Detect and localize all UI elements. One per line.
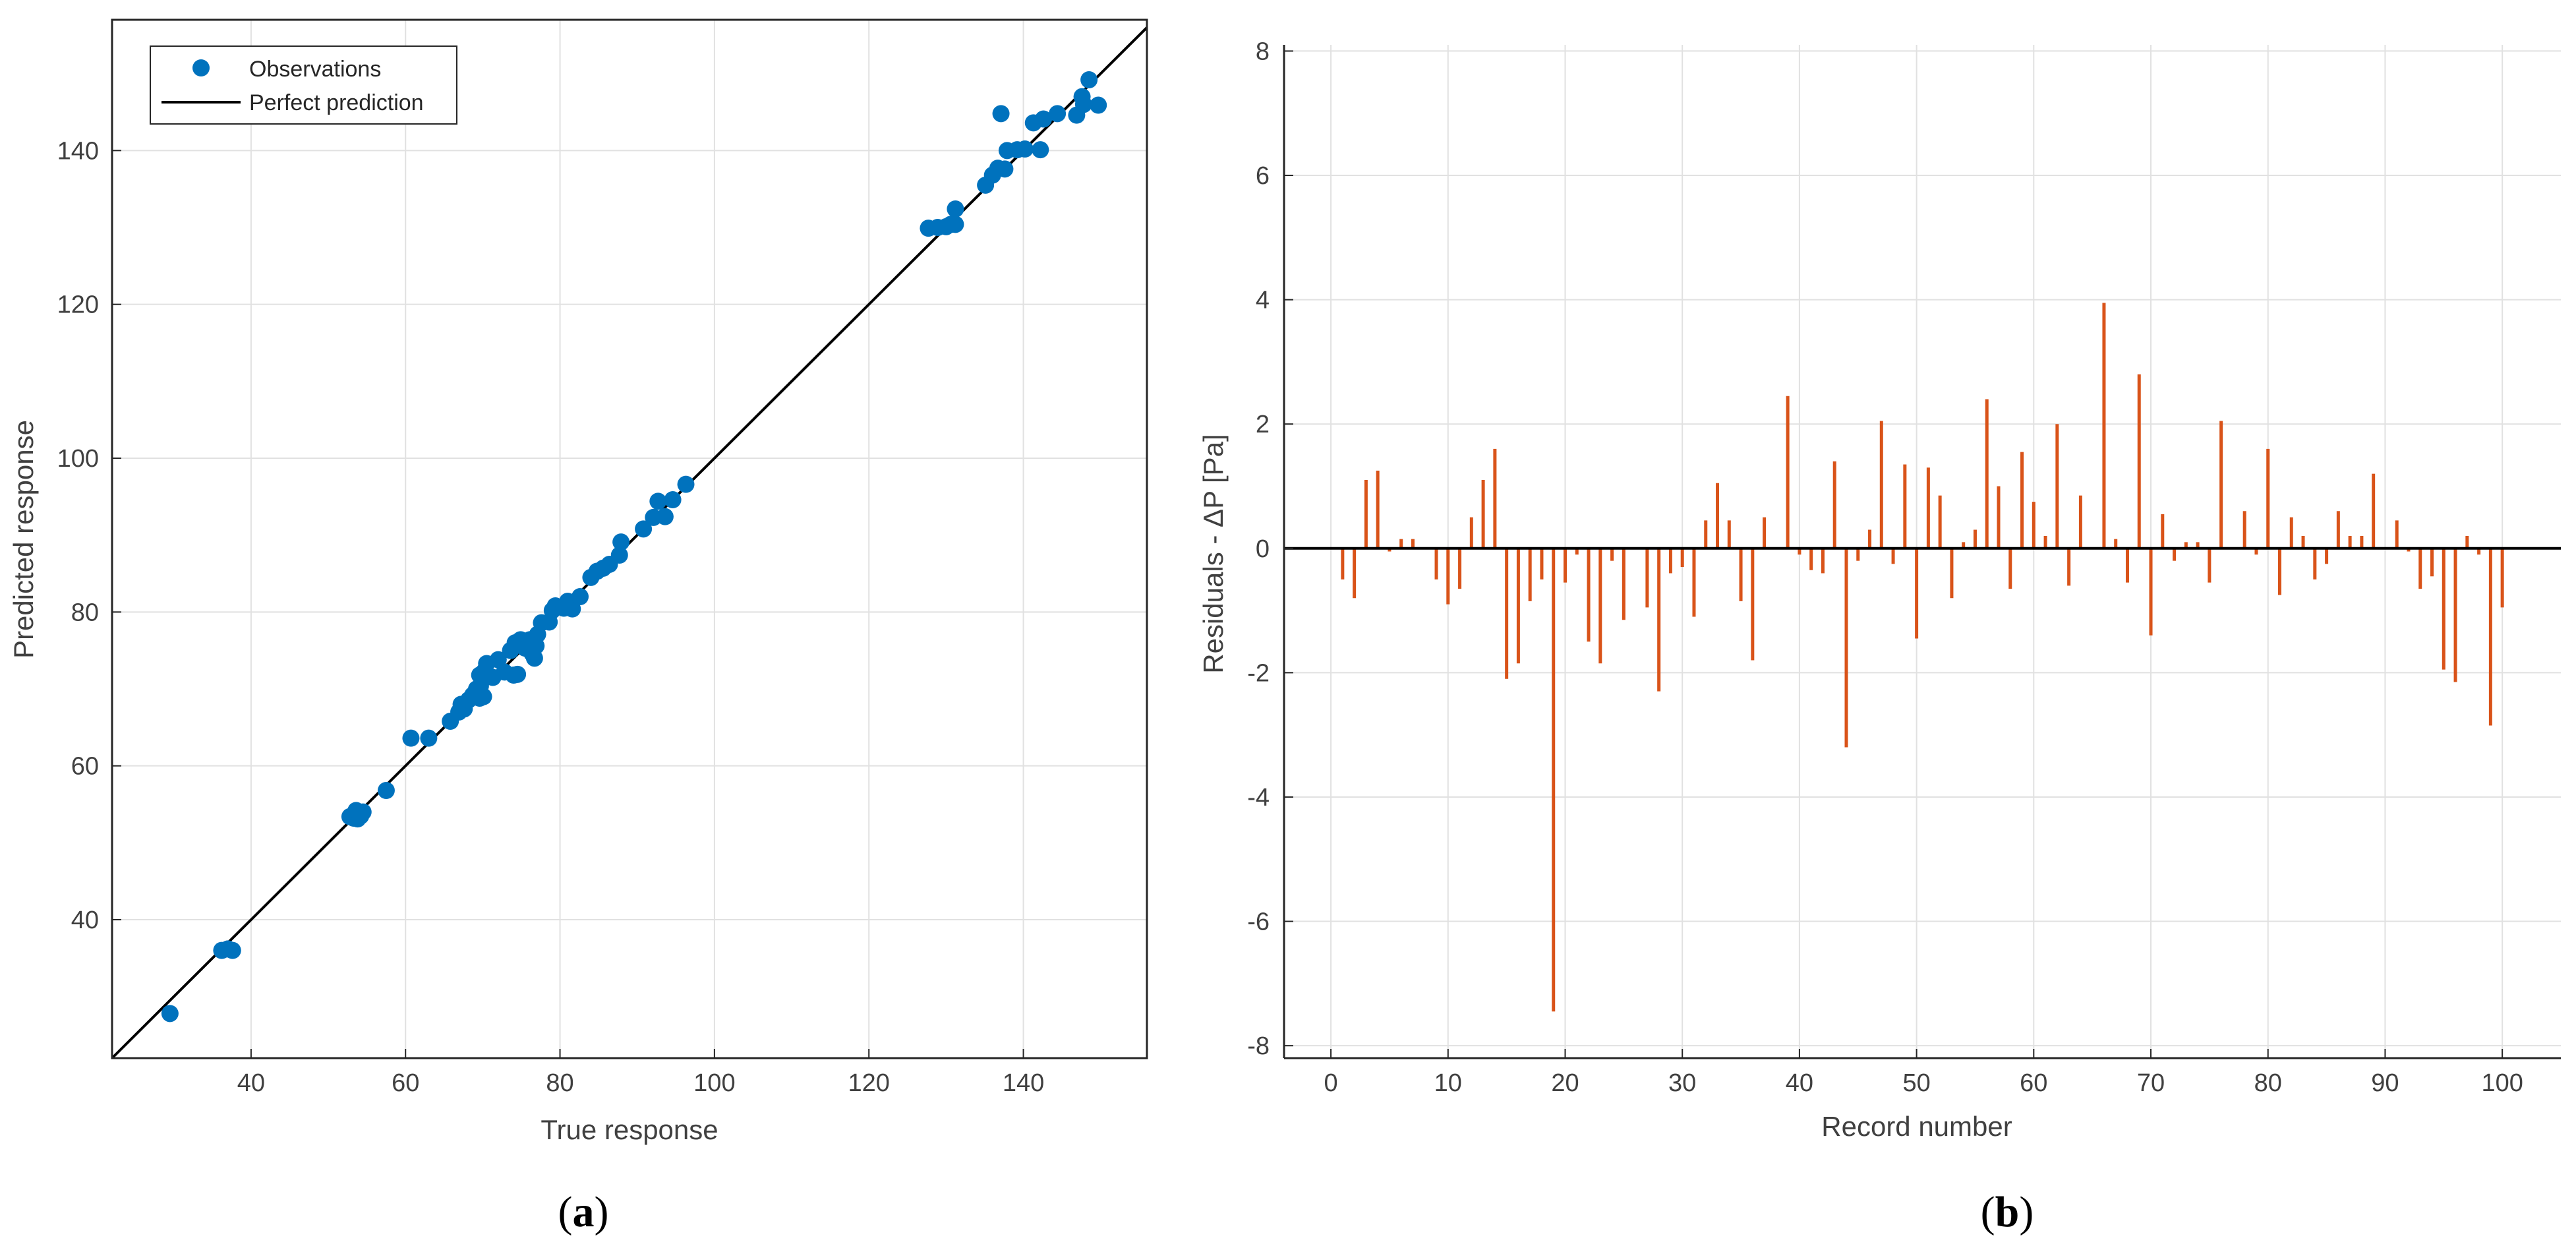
observation-point [992, 105, 1010, 123]
panel-b-y-tick-label: -8 [1247, 1032, 1270, 1060]
legend-observations-marker [192, 59, 210, 76]
legend-perfect-prediction-label: Perfect prediction [249, 90, 424, 115]
panel-a-x-tick-label: 120 [848, 1069, 890, 1097]
observation-point [161, 1005, 179, 1023]
observation-point [571, 588, 589, 605]
observation-point [656, 508, 674, 525]
panel-a-y-tick-label: 40 [71, 906, 99, 934]
observation-point [1080, 71, 1098, 88]
panel-a-x-axis-title: True response [541, 1114, 718, 1145]
observation-point [649, 492, 667, 510]
observation-point [402, 729, 420, 747]
observation-point [612, 533, 630, 551]
panel-b-y-ticks: -8 -6 -4 -2 0 2 4 6 8 [1247, 38, 1293, 1060]
observation-point [664, 491, 682, 508]
panel-a-y-ticks: 40 60 80 100 120 140 [57, 137, 121, 934]
panel-a-x-tick-label: 100 [693, 1069, 735, 1097]
observation-point [1090, 96, 1107, 114]
observation-point [1016, 140, 1034, 158]
panel-a-y-axis-title: Predicted response [8, 420, 39, 659]
panel-b-x-ticks: 0 10 20 30 40 50 60 70 80 90 100 [1324, 1049, 2523, 1097]
panel-b-y-tick-label: 2 [1256, 411, 1270, 438]
panel-b-x-tick-label: 60 [2020, 1069, 2047, 1097]
panel-b-x-tick-label: 10 [1434, 1069, 1462, 1097]
panel-a-y-tick-label: 120 [57, 291, 99, 319]
panel-b: 0 10 20 30 40 50 60 70 80 90 100 -8 -6 -4 -2 0 2 4 6 8 Rec… [1198, 38, 2561, 1236]
panel-a-x-tick-label: 140 [1003, 1069, 1044, 1097]
panel-a-legend: Observations Perfect prediction [150, 45, 457, 125]
panel-b-y-tick-label: -2 [1247, 659, 1270, 687]
observation-point [223, 941, 241, 959]
panel-b-x-tick-label: 70 [2137, 1069, 2165, 1097]
observation-point [1049, 105, 1067, 123]
observation-point [947, 200, 964, 218]
observation-point [1032, 141, 1049, 159]
observation-point [420, 729, 438, 747]
panel-b-y-tick-label: 8 [1256, 38, 1270, 65]
observation-point [996, 160, 1014, 178]
observation-point [635, 520, 653, 538]
panel-b-y-tick-label: -4 [1247, 784, 1270, 812]
panel-b-y-tick-label: -6 [1247, 908, 1270, 936]
legend-box [150, 45, 457, 125]
panel-b-x-tick-label: 80 [2254, 1069, 2282, 1097]
panel-b-x-axis-title: Record number [1821, 1111, 2012, 1142]
panel-b-x-tick-label: 40 [1786, 1069, 1813, 1097]
observation-point [947, 216, 964, 233]
panel-a-x-tick-label: 80 [546, 1069, 573, 1097]
panel-a-y-tick-label: 140 [57, 137, 99, 165]
panel-b-x-tick-label: 50 [1902, 1069, 1930, 1097]
observation-point [564, 600, 581, 618]
panel-a-observations [161, 71, 1107, 1023]
observation-point [509, 665, 527, 683]
panel-b-x-tick-label: 30 [1668, 1069, 1696, 1097]
panel-a-x-ticks: 40 60 80 100 120 140 [237, 1049, 1044, 1097]
panel-a-y-tick-label: 80 [71, 599, 99, 626]
observation-point [610, 547, 628, 564]
panel-b-x-tick-label: 90 [2371, 1069, 2399, 1097]
panel-a: 40 60 80 100 120 140 40 60 80 100 120 140 True res… [8, 18, 1148, 1236]
panel-b-x-tick-label: 20 [1551, 1069, 1579, 1097]
panel-b-residual-bars [1341, 303, 2504, 1012]
observation-point [677, 475, 695, 493]
observation-point [471, 690, 488, 707]
observation-point [1035, 110, 1052, 128]
legend-observations-label: Observations [249, 57, 381, 82]
observation-point [377, 782, 395, 799]
observation-point [1074, 96, 1092, 113]
panel-a-y-tick-label: 100 [57, 445, 99, 473]
panel-a-label: (a) [558, 1188, 609, 1236]
panel-a-x-tick-label: 40 [237, 1069, 265, 1097]
panel-b-y-tick-label: 6 [1256, 162, 1270, 190]
panel-a-grid [112, 20, 1147, 1058]
panel-b-y-tick-label: 0 [1256, 535, 1270, 563]
panel-a-y-tick-label: 60 [71, 753, 99, 781]
panel-b-x-tick-label: 0 [1324, 1069, 1338, 1097]
observation-point [347, 802, 365, 819]
panel-b-x-tick-label: 100 [2481, 1069, 2523, 1097]
panel-b-y-axis-title: Residuals - ΔP [Pa] [1198, 434, 1229, 673]
panel-b-y-tick-label: 4 [1256, 287, 1270, 314]
panel-a-axes-box [111, 18, 1148, 1059]
panel-b-label: (b) [1981, 1188, 2034, 1236]
panel-a-x-tick-label: 60 [392, 1069, 419, 1097]
